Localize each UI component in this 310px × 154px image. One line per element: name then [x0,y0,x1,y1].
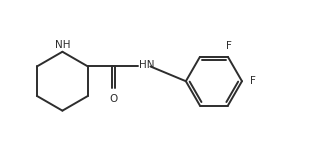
Text: O: O [109,94,117,104]
Text: F: F [250,76,256,86]
Text: NH: NH [55,40,70,49]
Text: F: F [226,41,232,51]
Text: HN: HN [139,60,155,70]
